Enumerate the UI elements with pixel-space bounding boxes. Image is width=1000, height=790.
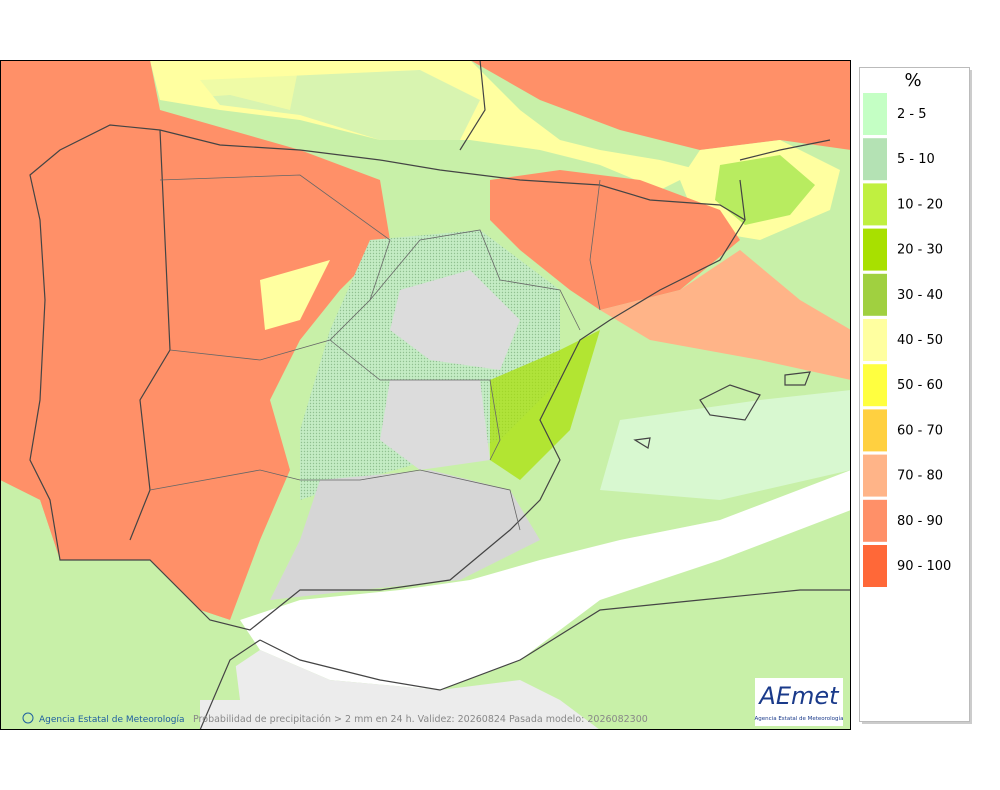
map-frame bbox=[0, 60, 851, 730]
legend-swatch bbox=[863, 93, 887, 135]
legend-label: 50 - 60 bbox=[897, 378, 943, 393]
legend-swatch bbox=[863, 273, 887, 316]
legend-label: 70 - 80 bbox=[897, 469, 943, 484]
legend-swatch bbox=[863, 228, 887, 271]
legend-swatch bbox=[863, 409, 887, 452]
legend-swatch bbox=[863, 319, 887, 361]
legend-swatch bbox=[863, 499, 887, 542]
coastline bbox=[29, 60, 851, 730]
legend-label: 5 - 10 bbox=[897, 152, 935, 167]
legend-label: 40 - 50 bbox=[897, 333, 943, 348]
legend-unit: % bbox=[904, 70, 921, 91]
legend-label: 90 - 100 bbox=[897, 559, 951, 574]
legend-swatch bbox=[863, 454, 887, 497]
legend-label: 10 - 20 bbox=[897, 197, 943, 212]
logo-box bbox=[755, 678, 843, 726]
region-borders bbox=[149, 174, 601, 531]
legend-items: 2 - 5 5 - 10 10 - 20 20 - 30 30 - 40 40 - 50 5… bbox=[863, 93, 951, 587]
legend-swatch bbox=[863, 183, 887, 226]
legend-label: 60 - 70 bbox=[897, 423, 943, 438]
copyright-icon bbox=[22, 712, 34, 724]
logo-subtitle: Agencia Estatal de Meteorología bbox=[755, 715, 844, 722]
legend-label: 2 - 5 bbox=[897, 107, 927, 122]
map bbox=[0, 60, 851, 730]
caption: Probabilidad de precipitación > 2 mm en … bbox=[193, 714, 648, 725]
legend-label: 20 - 30 bbox=[897, 243, 943, 258]
legend-swatch bbox=[863, 138, 887, 181]
legend-swatch bbox=[863, 545, 887, 587]
credit: Agencia Estatal de Meteorología bbox=[39, 715, 185, 725]
legend-swatch bbox=[863, 364, 887, 407]
logo: AEmet bbox=[757, 682, 840, 710]
legend-label: 30 - 40 bbox=[897, 288, 943, 303]
legend-label: 80 - 90 bbox=[897, 514, 943, 529]
